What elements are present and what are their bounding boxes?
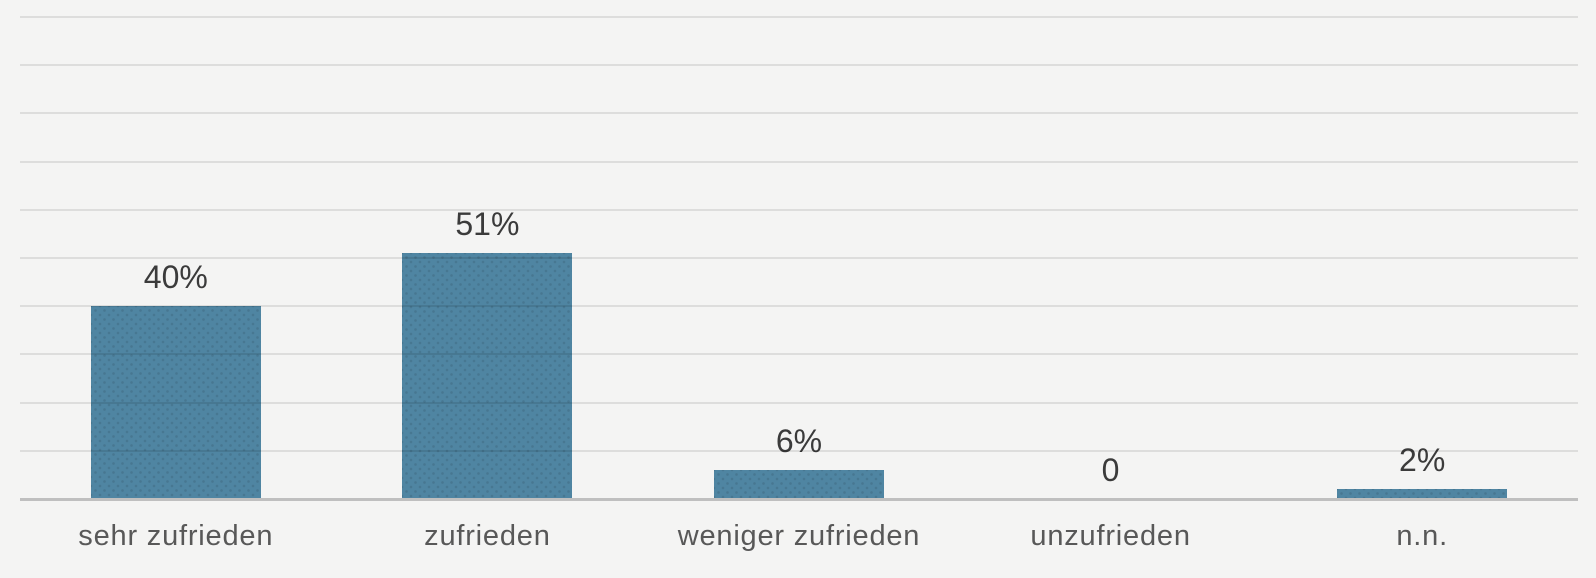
value-label-n-n: 2% — [1399, 442, 1446, 479]
value-label-unzufrieden: 0 — [1101, 452, 1120, 488]
value-label-sehr-zufrieden: 40% — [143, 259, 208, 296]
bar-column-zufrieden: 51% — [332, 17, 644, 499]
bar-n-n — [1337, 489, 1508, 499]
x-tick-label-sehr-zufrieden: sehr zufrieden — [78, 520, 274, 552]
bar-column-weniger-zufrieden: 6% — [643, 17, 955, 499]
x-tick-label-weniger-zufrieden: weniger zufrieden — [677, 520, 921, 552]
x-tick-label-zufrieden: zufrieden — [424, 520, 551, 552]
x-tick-label-unzufrieden: unzufrieden — [1030, 520, 1191, 552]
bar-column-unzufrieden: 0 — [955, 17, 1267, 499]
x-tick-label-n-n: n.n. — [1396, 520, 1448, 552]
bar-sehr-zufrieden — [90, 306, 261, 499]
value-label-zufrieden: 51% — [455, 206, 520, 243]
x-axis-labels: sehr zufrieden zufrieden weniger zufrieden… — [20, 499, 1578, 578]
bar-zufrieden — [402, 253, 573, 499]
bar-weniger-zufrieden — [713, 470, 884, 499]
bar-column-n-n: 2% — [1266, 17, 1578, 499]
plot-area: 40% 51% 6% 0 2% — [20, 16, 1578, 501]
x-axis-line — [20, 498, 1578, 501]
value-label-weniger-zufrieden: 6% — [775, 423, 823, 460]
bar-series: 40% 51% 6% 0 2% — [20, 17, 1578, 499]
bar-column-sehr-zufrieden: 40% — [20, 17, 332, 499]
